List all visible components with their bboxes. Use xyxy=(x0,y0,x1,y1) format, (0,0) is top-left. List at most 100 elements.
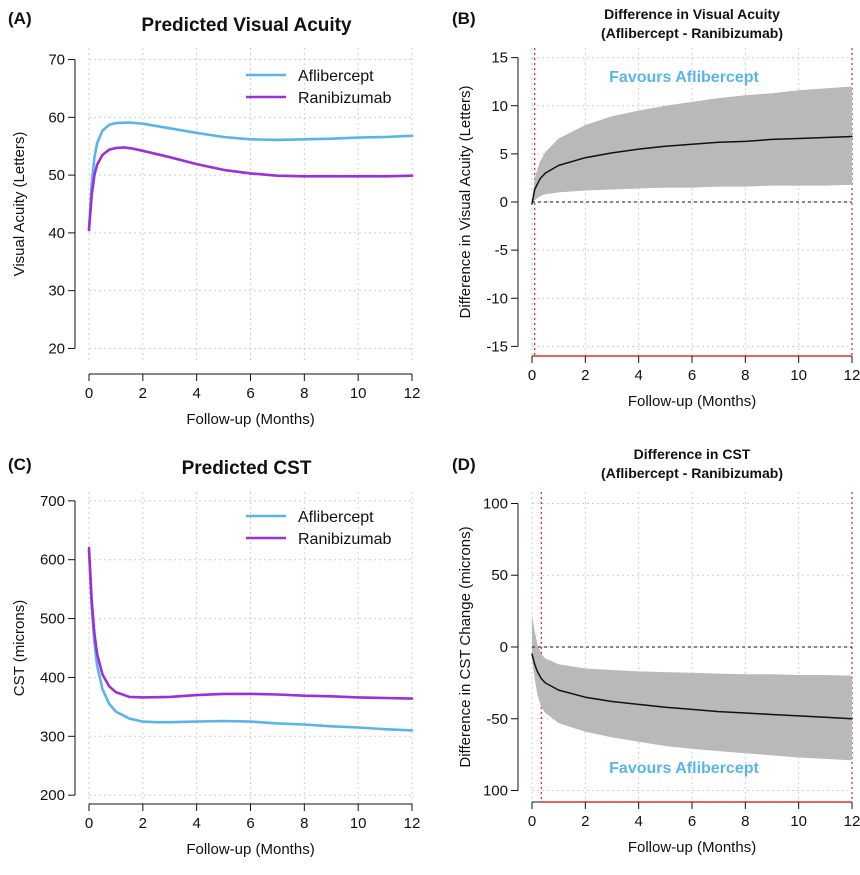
panel-a-y-axis-label: Visual Acuity (Letters) xyxy=(11,132,28,277)
panel-d-y-tick-label: 100 xyxy=(483,495,508,512)
panel-b-x-tick-label: 6 xyxy=(688,367,696,384)
panel-c-title: Predicted CST xyxy=(182,458,312,479)
panel-b-y-tick-label: -5 xyxy=(495,242,508,259)
panel-b-x-tick-label: 2 xyxy=(581,367,589,384)
panel-d-y-tick-label: -50 xyxy=(486,711,508,728)
panel-b-x-axis: 0 2 4 6 8 10 12 Follow-up (Months) xyxy=(528,355,860,410)
panel-c-y-tick-label: 200 xyxy=(40,787,65,804)
panel-c: (C) Predicted CST 0 2 4 6 8 10 12 Follow-up (Mont… xyxy=(8,455,420,858)
panel-c-x-tick-label: 4 xyxy=(192,815,200,832)
panel-d-y-axis-label: Difference in CST Change (microns) xyxy=(457,526,474,767)
panel-a-x-tick-label: 2 xyxy=(139,385,147,402)
panel-a-letter: (A) xyxy=(8,9,32,28)
panel-a-y-tick-label: 60 xyxy=(48,109,65,126)
panel-d-x-axis: 0 2 4 6 8 10 12 Follow-up (Months) xyxy=(528,801,860,856)
panel-d-confidence-band xyxy=(532,615,852,761)
panel-d-x-axis-label: Follow-up (Months) xyxy=(628,839,756,856)
panel-b-y-tick-label: -15 xyxy=(486,338,508,355)
panel-b-confidence-band xyxy=(532,86,852,205)
panel-a-series-line-aflibercept xyxy=(87,121,414,232)
panel-c-y-axis-label: CST (microns) xyxy=(11,600,28,696)
panel-a-x-axis: 0 2 4 6 8 10 12 Follow-up (Months) xyxy=(85,373,421,428)
panel-b-y-axis-label: Difference in Visual Acuity (Letters) xyxy=(457,86,474,319)
panel-d-subtitle: (Aflibercept - Ranibizumab) xyxy=(601,465,783,481)
panel-d-y-axis: 100 -50 0 50 100 Difference in CST Change (mi… xyxy=(457,495,519,800)
panel-a-y-tick-label: 50 xyxy=(48,167,65,184)
panel-c-x-axis: 0 2 4 6 8 10 12 Follow-up (Months) xyxy=(85,803,421,858)
panel-c-y-tick-label: 600 xyxy=(40,552,65,569)
panel-a-legend: Aflibercept Ranibizumab xyxy=(246,68,391,107)
panel-d-x-tick-label: 0 xyxy=(528,813,536,830)
panel-a-x-tick-label: 4 xyxy=(192,385,200,402)
panel-c-grid xyxy=(88,492,413,804)
panel-b-annotation: Favours Aflibercept xyxy=(609,69,759,86)
panel-d-x-tick-label: 4 xyxy=(634,813,642,830)
panel-c-x-axis-label: Follow-up (Months) xyxy=(186,841,314,858)
panel-c-y-axis: 200 300 400 500 600 700 CST (microns) xyxy=(11,493,76,804)
panel-b-x-tick-label: 12 xyxy=(844,367,860,384)
panel-c-y-tick-label: 400 xyxy=(40,669,65,686)
panel-b-y-tick-label: 10 xyxy=(491,98,508,115)
panel-a-y-tick-label: 40 xyxy=(48,225,65,242)
panel-d-y-tick-label: 50 xyxy=(491,567,508,584)
panel-b-y-axis: -15 -10 -5 0 5 10 15 Difference in Visual Acuit… xyxy=(457,50,519,355)
panel-b-x-tick-label: 8 xyxy=(741,367,749,384)
panel-a-legend-label: Aflibercept xyxy=(298,68,374,85)
panel-c-x-tick-label: 0 xyxy=(85,815,93,832)
panel-c-x-tick-label: 8 xyxy=(300,815,308,832)
panel-d-y-tick-label: 100 xyxy=(483,783,508,800)
panel-c-x-tick-label: 2 xyxy=(139,815,147,832)
panel-a-x-axis-label: Follow-up (Months) xyxy=(186,411,314,428)
panel-a-y-tick-label: 70 xyxy=(48,52,65,69)
panel-a-x-tick-label: 0 xyxy=(85,385,93,402)
panel-c-x-tick-label: 6 xyxy=(246,815,254,832)
panel-a-grid xyxy=(88,48,413,360)
panel-d-series-line xyxy=(531,653,853,720)
panel-a: (A) Predicted Visual Acuity 0 2 4 6 8 10 12 Follo… xyxy=(8,9,420,428)
panel-a-x-tick-label: 6 xyxy=(246,385,254,402)
panel-b-x-tick-label: 0 xyxy=(528,367,536,384)
panel-d-letter: (D) xyxy=(452,455,476,474)
panel-a-y-tick-label: 30 xyxy=(48,283,65,300)
panel-b-subtitle: (Aflibercept - Ranibizumab) xyxy=(601,25,783,41)
panel-c-series-line-ranibizumab xyxy=(87,546,414,700)
panel-d-y-tick-label: 0 xyxy=(500,639,508,656)
panel-b: (B) Difference in Visual Acuity (Afliberce… xyxy=(452,6,860,410)
panel-c-x-tick-label: 10 xyxy=(350,815,367,832)
panel-c-y-tick-label: 700 xyxy=(40,493,65,510)
panel-a-legend-label: Ranibizumab xyxy=(298,90,391,107)
panel-b-y-tick-label: 15 xyxy=(491,50,508,67)
panel-c-letter: (C) xyxy=(8,455,32,474)
panel-d-x-tick-label: 6 xyxy=(688,813,696,830)
panel-a-y-tick-label: 20 xyxy=(48,340,65,357)
panel-c-legend-label: Ranibizumab xyxy=(298,531,391,548)
panel-c-legend-label: Aflibercept xyxy=(298,509,374,526)
panel-b-y-tick-label: -10 xyxy=(486,290,508,307)
panel-d-x-tick-label: 2 xyxy=(581,813,589,830)
panel-c-x-tick-label: 12 xyxy=(404,815,421,832)
panel-a-y-axis: 20 30 40 50 60 70 Visual Acuity (Letters) xyxy=(11,52,76,357)
panel-d-annotation: Favours Aflibercept xyxy=(609,760,759,777)
panel-c-legend: Aflibercept Ranibizumab xyxy=(246,509,391,548)
panel-d-x-tick-label: 12 xyxy=(844,813,860,830)
panel-d-x-tick-label: 10 xyxy=(790,813,807,830)
panel-b-x-axis-label: Follow-up (Months) xyxy=(628,393,756,410)
panel-b-x-tick-label: 4 xyxy=(634,367,642,384)
panel-b-y-tick-label: 5 xyxy=(500,146,508,163)
panel-a-series-line-ranibizumab xyxy=(87,146,414,232)
panel-c-series-line-aflibercept xyxy=(87,549,414,732)
panel-d: (D) Difference in CST (Aflibercept - Ranib… xyxy=(452,446,860,856)
panel-b-x-tick-label: 10 xyxy=(790,367,807,384)
panel-a-title: Predicted Visual Acuity xyxy=(141,15,352,36)
panel-c-y-tick-label: 300 xyxy=(40,728,65,745)
panel-a-x-tick-label: 12 xyxy=(404,385,421,402)
panel-a-x-tick-label: 8 xyxy=(300,385,308,402)
panel-b-y-tick-label: 0 xyxy=(500,194,508,211)
panel-b-title: Difference in Visual Acuity xyxy=(604,6,780,22)
panel-c-y-tick-label: 500 xyxy=(40,611,65,628)
panel-b-series-line xyxy=(531,135,853,205)
panel-d-x-tick-label: 8 xyxy=(741,813,749,830)
panel-d-title: Difference in CST xyxy=(634,446,751,462)
panel-b-letter: (B) xyxy=(452,9,476,28)
